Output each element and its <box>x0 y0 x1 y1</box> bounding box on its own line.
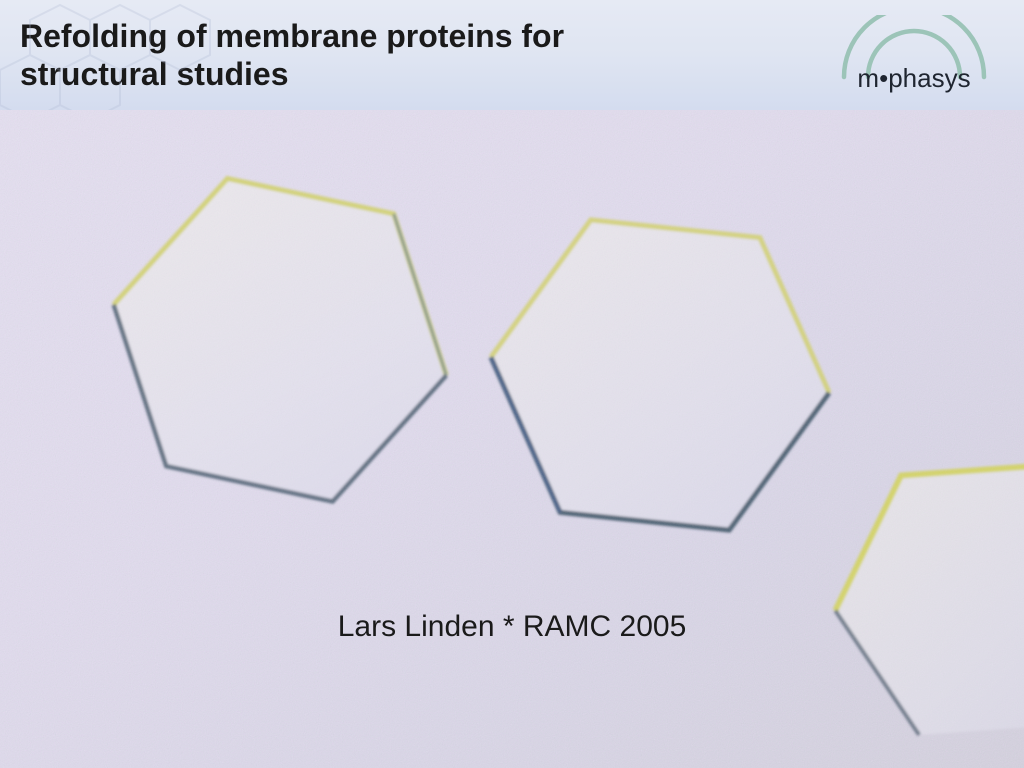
crystal-micrograph-background <box>0 110 1024 768</box>
logo-text: m•phasys <box>857 63 970 93</box>
slide-content: Lars Linden * RAMC 2005 <box>0 110 1024 768</box>
header-background-hexagons <box>0 0 260 110</box>
company-logo: m•phasys <box>824 15 1004 95</box>
slide-header: Refolding of membrane proteins for struc… <box>0 0 1024 110</box>
slide-subtitle: Lars Linden * RAMC 2005 <box>0 610 1024 644</box>
